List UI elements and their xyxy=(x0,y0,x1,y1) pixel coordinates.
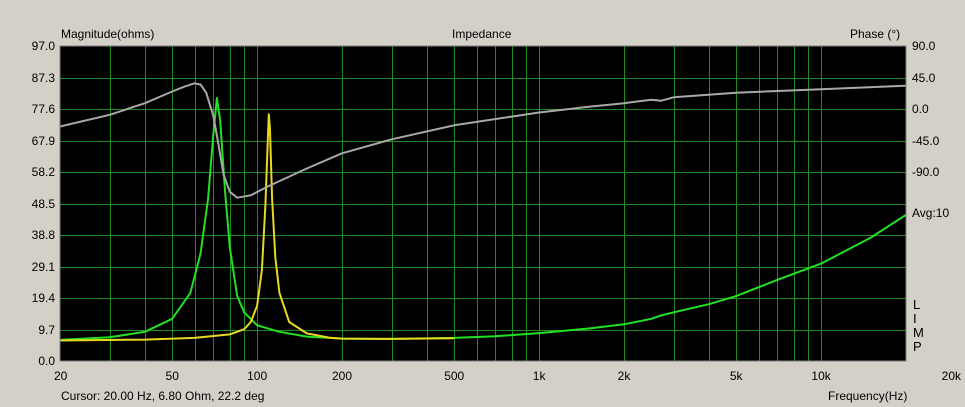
y-tick-left: 58.2 xyxy=(31,165,55,179)
x-tick-label: 100 xyxy=(247,369,268,383)
series-line-2 xyxy=(59,113,455,342)
y-tick-right: 90.0 xyxy=(912,39,936,53)
y-tick-left: 67.9 xyxy=(31,133,55,148)
plot-area[interactable] xyxy=(60,46,906,361)
y-tick-right: 45.0 xyxy=(912,70,936,85)
limp-letter: I xyxy=(913,311,917,326)
y-tick-left: 38.8 xyxy=(31,228,55,242)
x-tick-label: 200 xyxy=(331,369,353,383)
x-axis-title: Frequency(Hz) xyxy=(828,389,908,403)
cursor-readout: Cursor: 20.00 Hz, 6.80 Ohm, 22.2 deg xyxy=(61,389,265,403)
right-axis-title: Phase (°) xyxy=(850,27,901,41)
y-tick-right: -90.0 xyxy=(912,165,940,179)
limp-letter: M xyxy=(913,325,924,340)
y-tick-right: -45.0 xyxy=(912,133,940,148)
y-tick-left: 87.3 xyxy=(31,70,55,85)
x-tick-label: 1k xyxy=(532,369,546,383)
x-tick-label: 500 xyxy=(444,369,465,383)
y-tick-left: 97.0 xyxy=(31,39,55,53)
x-tick-label: 2k xyxy=(617,369,631,383)
y-tick-left: 77.6 xyxy=(31,102,55,116)
y-tick-left: 19.4 xyxy=(31,291,55,305)
series-layer xyxy=(59,82,907,342)
y-tick-left: 9.7 xyxy=(38,322,55,337)
series-line-1 xyxy=(59,97,907,341)
limp-letter: P xyxy=(913,339,922,354)
left-axis-title: Magnitude(ohms) xyxy=(61,27,155,41)
x-tick-label: 5k xyxy=(729,369,743,383)
x-tick-label: 10k xyxy=(811,369,831,383)
chart-title: Impedance xyxy=(452,27,512,41)
x-tick-label: 20k xyxy=(941,369,961,383)
avg-annotation: Avg:10 xyxy=(912,206,950,220)
limp-letter: L xyxy=(913,297,921,312)
grid-lines xyxy=(60,46,906,361)
plot-frame xyxy=(59,45,907,362)
y-tick-left: 0.0 xyxy=(38,354,55,368)
y-tick-left: 29.1 xyxy=(31,259,55,274)
series-line-3 xyxy=(59,82,907,199)
y-tick-left: 48.5 xyxy=(31,196,55,211)
x-tick-label: 20 xyxy=(54,369,68,383)
x-tick-label: 50 xyxy=(165,369,179,383)
y-tick-right: 0.0 xyxy=(912,102,929,116)
